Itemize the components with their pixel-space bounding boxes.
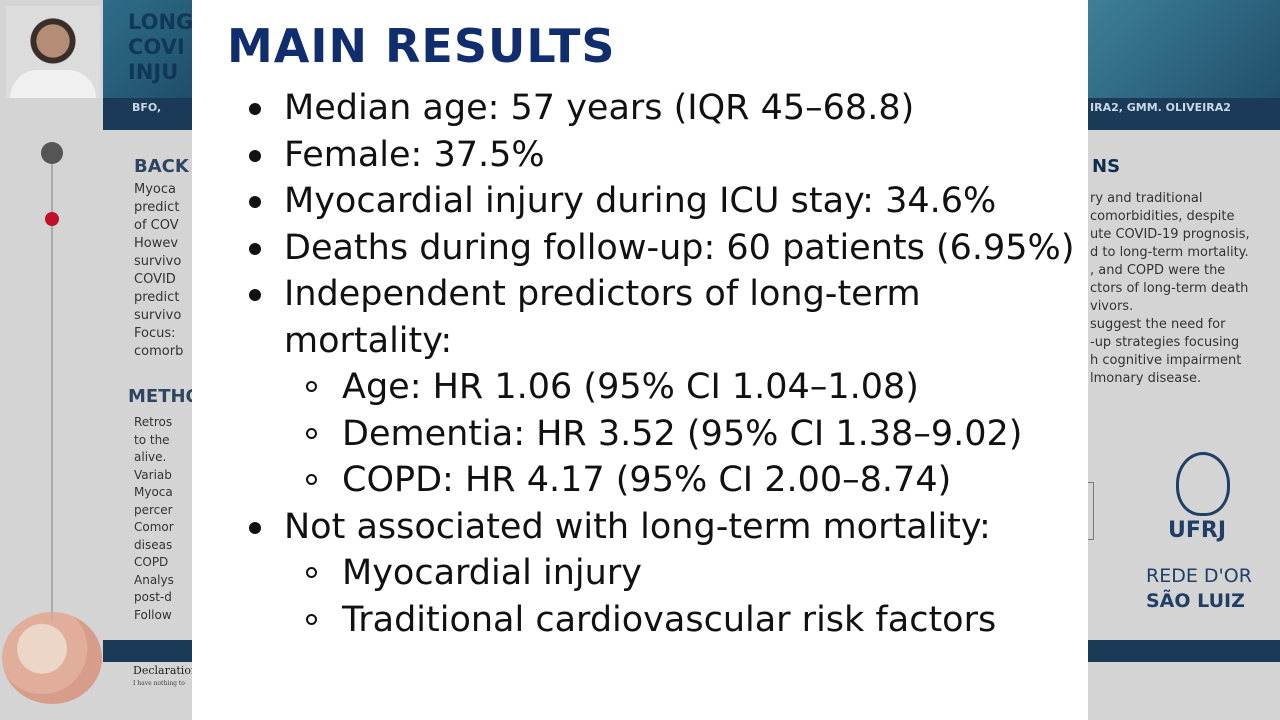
slide-title: MAIN RESULTS bbox=[227, 19, 616, 73]
not-associated-item: Traditional cardiovascular risk factors bbox=[284, 597, 1092, 644]
poster-title-line: COVI bbox=[128, 35, 185, 59]
poster-header-left bbox=[103, 0, 193, 98]
fragment-line: predict bbox=[134, 290, 180, 305]
predictor-item: Dementia: HR 3.52 (95% CI 1.38–9.02) bbox=[284, 411, 1092, 458]
predictor-item: COPD: HR 4.17 (95% CI 2.00–8.74) bbox=[284, 457, 1092, 504]
result-item: Myocardial injury during ICU stay: 34.6% bbox=[242, 178, 1092, 225]
fragment-line: Myoca bbox=[134, 485, 173, 499]
fragment-line: post-d bbox=[134, 590, 172, 604]
fragment-line: h cognitive impairment bbox=[1090, 353, 1242, 368]
fragment-line: Variab bbox=[134, 467, 172, 482]
rede-dor-logo: REDE D'OR bbox=[1146, 565, 1252, 587]
conclusions-text-fragment: ry and traditional comorbidities, despit… bbox=[1090, 190, 1250, 388]
fragment-line: to the bbox=[134, 432, 170, 447]
section-background-heading: BACK bbox=[134, 156, 189, 177]
fragment-line: COPD bbox=[134, 555, 169, 569]
result-item: Not associated with long-term mortality:… bbox=[242, 504, 1092, 644]
fragment-line: Analys bbox=[134, 572, 174, 587]
fragment-line: Follow bbox=[134, 607, 172, 622]
poster-title-fragment: LONG COVI INJU bbox=[128, 10, 193, 85]
fragment-line: suggest the need for bbox=[1090, 317, 1226, 332]
result-item-text: Female: 37.5% bbox=[284, 134, 545, 175]
fragment-line: comorbidities, despite bbox=[1090, 209, 1235, 224]
fragment-line: diseas bbox=[134, 537, 173, 552]
poster-author-band-right bbox=[1088, 98, 1280, 130]
fragment-line: d to long-term mortality. bbox=[1090, 245, 1249, 260]
fragment-line: ry and traditional bbox=[1090, 191, 1203, 206]
background-text-fragment: Myoca predict of COV Howev survivo COVID… bbox=[134, 181, 183, 361]
result-item: Female: 37.5% bbox=[242, 132, 1092, 179]
predictor-sublist: Age: HR 1.06 (95% CI 1.04–1.08) Dementia… bbox=[284, 364, 1092, 504]
fragment-line: Comor bbox=[134, 520, 174, 534]
authors-right: IRA2, GMM. OLIVEIRA2 bbox=[1090, 101, 1231, 114]
result-item: Median age: 57 years (IQR 45–68.8) bbox=[242, 85, 1092, 132]
ufrj-seal-icon bbox=[1176, 452, 1230, 516]
poster-title-line: INJU bbox=[128, 60, 179, 84]
section-methods-heading: METHO bbox=[128, 386, 201, 407]
timeline-line bbox=[51, 150, 53, 620]
main-results-slide: MAIN RESULTS Median age: 57 years (IQR 4… bbox=[192, 0, 1088, 720]
fragment-line: Myoca bbox=[134, 182, 176, 197]
poster-title-line: LONG bbox=[128, 10, 194, 34]
result-item-text: Median age: 57 years (IQR 45–68.8) bbox=[284, 88, 915, 128]
methods-text-fragment: Retros to the alive. Variab Myoca percer… bbox=[134, 414, 174, 624]
not-associated-item: Myocardial injury bbox=[284, 550, 1092, 597]
fragment-line: COVID bbox=[134, 272, 176, 287]
result-item-text: Deaths during follow-up: 60 patients (6.… bbox=[284, 227, 1075, 268]
fragment-line: Howev bbox=[134, 236, 179, 251]
fragment-line: , and COPD were the bbox=[1090, 263, 1226, 278]
fragment-line: predict bbox=[134, 200, 180, 215]
timeline-dot-gray bbox=[41, 142, 63, 164]
fragment-line: comorb bbox=[134, 344, 184, 359]
fragment-line: alive. bbox=[134, 450, 167, 464]
fragment-line: Retros bbox=[134, 415, 173, 429]
fragment-line: vivors. bbox=[1090, 299, 1134, 314]
fragment-line: lmonary disease. bbox=[1090, 371, 1202, 386]
result-item-text: Myocardial injury during ICU stay: 34.6% bbox=[284, 181, 997, 221]
result-item: Independent predictors of long-term mort… bbox=[242, 271, 1092, 504]
declaration-text: I have nothing to bbox=[133, 680, 185, 687]
fragment-line: survivo bbox=[134, 254, 182, 269]
predictor-item: Age: HR 1.06 (95% CI 1.04–1.08) bbox=[284, 364, 1092, 411]
poster-footer-right bbox=[1088, 640, 1280, 662]
result-item-text: Not associated with long-term mortality: bbox=[284, 506, 991, 547]
declaration-label: Declaration bbox=[133, 664, 199, 677]
poster-header-right bbox=[1088, 0, 1280, 98]
result-item-text: Independent predictors of long-term mort… bbox=[284, 274, 921, 361]
section-conclusions-heading: NS bbox=[1092, 156, 1121, 177]
fragment-line: survivo bbox=[134, 308, 182, 323]
result-item: Deaths during follow-up: 60 patients (6.… bbox=[242, 225, 1092, 272]
fragment-line: -up strategies focusing bbox=[1090, 335, 1240, 350]
fragment-line: ctors of long-term death bbox=[1090, 281, 1249, 296]
results-list: Median age: 57 years (IQR 45–68.8) Femal… bbox=[242, 85, 1092, 643]
poster-author-band-left bbox=[103, 98, 193, 130]
presenter-photo-body bbox=[10, 70, 96, 98]
not-associated-sublist: Myocardial injury Traditional cardiovasc… bbox=[284, 550, 1092, 643]
ufrj-logo: UFRJ bbox=[1168, 518, 1227, 543]
poster-footer-left bbox=[103, 640, 193, 662]
sao-luiz-logo: SÃO LUIZ bbox=[1146, 590, 1245, 612]
decorative-blob bbox=[2, 612, 102, 704]
fragment-line: percer bbox=[134, 502, 173, 517]
timeline-dot-red bbox=[45, 212, 59, 226]
fragment-line: Focus: bbox=[134, 326, 176, 341]
fragment-line: of COV bbox=[134, 218, 179, 233]
fragment-line: ute COVID-19 prognosis, bbox=[1090, 227, 1250, 242]
authors-left: BFO, bbox=[132, 101, 162, 114]
